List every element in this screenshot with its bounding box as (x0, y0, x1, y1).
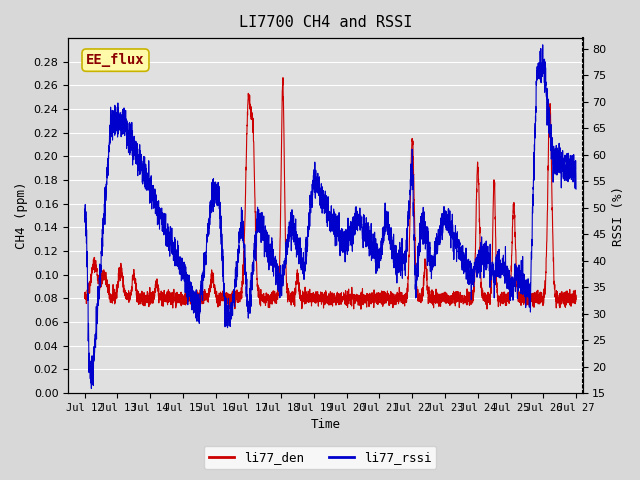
Legend: li77_den, li77_rssi: li77_den, li77_rssi (204, 446, 436, 469)
X-axis label: Time: Time (310, 419, 340, 432)
Y-axis label: RSSI (%): RSSI (%) (612, 186, 625, 246)
Text: EE_flux: EE_flux (86, 53, 145, 67)
Y-axis label: CH4 (ppm): CH4 (ppm) (15, 182, 28, 250)
Title: LI7700 CH4 and RSSI: LI7700 CH4 and RSSI (239, 15, 412, 30)
